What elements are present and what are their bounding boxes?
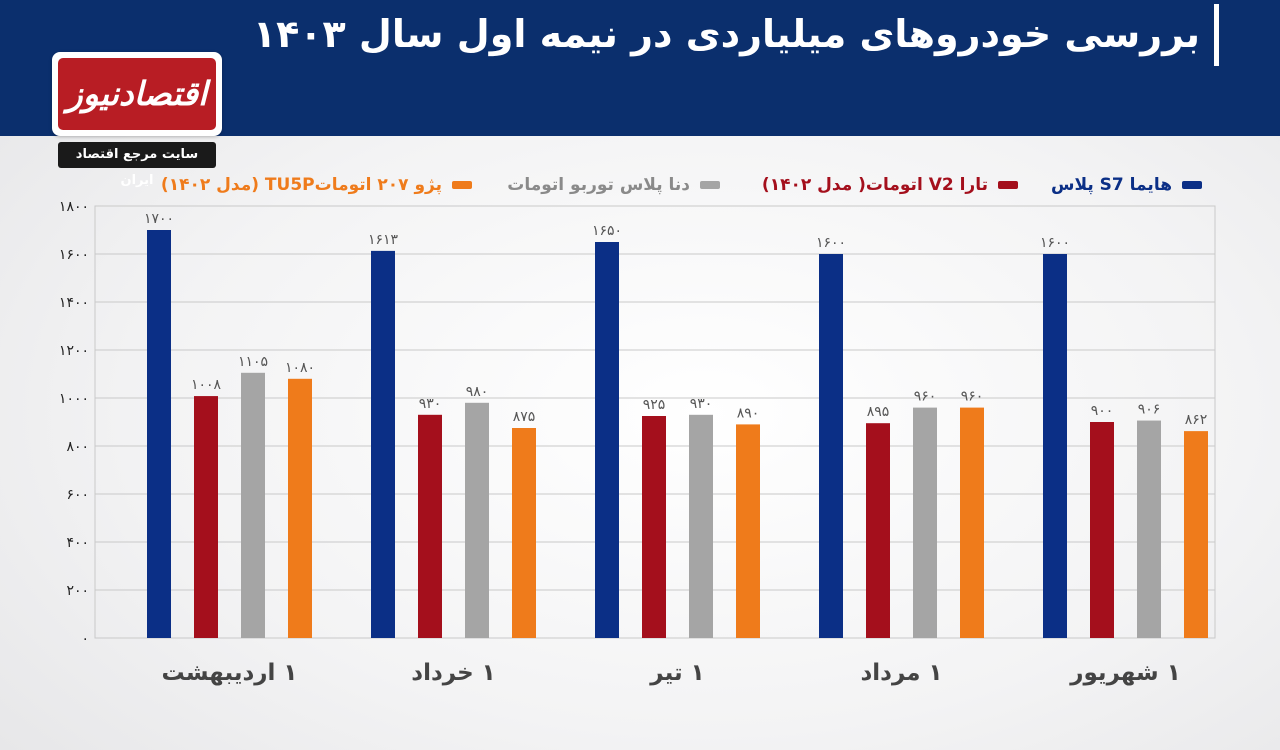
x-category-label: ۱ مرداد bbox=[860, 660, 942, 686]
legend-item-peugeot: پژو ۲۰۷ اتوماتTU5P (مدل ۱۴۰۲) bbox=[116, 168, 472, 202]
legend-swatch-peugeot bbox=[452, 181, 472, 189]
bar bbox=[1043, 254, 1067, 638]
bar-value-label: ۱۷۰۰ bbox=[144, 211, 174, 227]
bar bbox=[465, 402, 489, 638]
bar bbox=[689, 414, 713, 638]
y-tick-label: ۲۰۰ bbox=[66, 583, 89, 599]
page-title: بررسی خودروهای میلیاردی در نیمه اول سال … bbox=[252, 12, 1200, 56]
logo-caption: سایت مرجع اقتصاد ایران bbox=[58, 142, 216, 188]
bar-value-label: ۹۶۰ bbox=[914, 389, 937, 405]
legend-label-haima: هایما S7 پلاس bbox=[1050, 175, 1172, 195]
logo-wordmark: اقتصادنیوز bbox=[66, 74, 208, 113]
bar-value-label: ۱۰۰۸ bbox=[191, 377, 222, 393]
x-category-label: ۱ خرداد bbox=[411, 660, 495, 686]
bar-value-label: ۹۶۰ bbox=[961, 389, 984, 405]
bar-value-label: ۱۶۱۳ bbox=[368, 232, 399, 248]
bar-value-label: ۱۶۰۰ bbox=[1040, 235, 1070, 251]
x-category-label: ۱ شهریور bbox=[1069, 660, 1180, 686]
bar-value-label: ۹۰۰ bbox=[1091, 403, 1114, 419]
y-tick-label: ۶۰۰ bbox=[66, 487, 89, 503]
chart-legend: هایما S7 پلاس تارا V2 اتومات( مدل ۱۴۰۲) … bbox=[0, 168, 1280, 202]
bar-value-label: ۱۱۰۵ bbox=[238, 354, 268, 370]
bar bbox=[194, 396, 218, 638]
legend-swatch-dena bbox=[700, 181, 720, 189]
y-tick-label: ۱۲۰۰ bbox=[59, 343, 89, 359]
bar-value-label: ۸۹۰ bbox=[737, 405, 760, 421]
title-divider bbox=[1214, 4, 1219, 66]
bar bbox=[1090, 422, 1114, 638]
x-category-label: ۱ اردیبهشت bbox=[162, 660, 298, 686]
bar bbox=[913, 407, 937, 638]
x-category-label: ۱ تیر bbox=[649, 660, 704, 686]
bar-value-label: ۸۷۵ bbox=[513, 409, 536, 425]
y-tick-label: ۱۰۰۰ bbox=[59, 391, 89, 407]
bar-value-label: ۱۰۸۰ bbox=[285, 360, 315, 376]
brand-logo: اقتصادنیوز bbox=[52, 52, 222, 136]
bar-value-label: ۸۶۲ bbox=[1185, 412, 1208, 428]
y-tick-label: ۴۰۰ bbox=[66, 535, 89, 551]
bar bbox=[866, 423, 890, 638]
bar bbox=[418, 414, 442, 638]
bar bbox=[1137, 420, 1161, 638]
y-tick-label: ۱۴۰۰ bbox=[59, 295, 89, 311]
bar-value-label: ۹۲۵ bbox=[643, 397, 666, 413]
legend-label-dena: دنا پلاس توربو اتومات bbox=[507, 175, 690, 195]
bar bbox=[1184, 431, 1208, 638]
y-tick-label: ۰ bbox=[81, 631, 89, 647]
bar-value-label: ۱۶۵۰ bbox=[592, 223, 622, 239]
bar bbox=[642, 416, 666, 638]
bar bbox=[960, 407, 984, 638]
bar bbox=[736, 424, 760, 638]
bar-value-label: ۹۸۰ bbox=[466, 384, 489, 400]
bar-value-label: ۹۰۶ bbox=[1138, 402, 1161, 418]
legend-label-tara: تارا V2 اتومات( مدل ۱۴۰۲) bbox=[761, 175, 988, 195]
legend-swatch-haima bbox=[1182, 181, 1202, 189]
bar-value-label: ۹۳۰ bbox=[419, 396, 442, 412]
logo-badge: اقتصادنیوز bbox=[58, 58, 216, 130]
y-tick-label: ۸۰۰ bbox=[66, 439, 89, 455]
legend-swatch-tara bbox=[998, 181, 1018, 189]
bar bbox=[288, 378, 312, 638]
bar-value-label: ۱۶۰۰ bbox=[816, 235, 846, 251]
bar bbox=[241, 372, 265, 638]
legend-item-haima: هایما S7 پلاس bbox=[1036, 168, 1202, 202]
bar bbox=[595, 242, 619, 638]
y-tick-label: ۱۶۰۰ bbox=[59, 247, 89, 263]
bar-value-label: ۸۹۵ bbox=[867, 404, 890, 420]
bar bbox=[819, 254, 843, 638]
bar-value-label: ۹۳۰ bbox=[690, 396, 713, 412]
legend-label-peugeot: پژو ۲۰۷ اتوماتTU5P (مدل ۱۴۰۲) bbox=[160, 175, 442, 195]
bar bbox=[371, 250, 395, 638]
bar bbox=[512, 428, 536, 638]
bar bbox=[147, 230, 171, 638]
legend-item-dena: دنا پلاس توربو اتومات bbox=[484, 168, 720, 202]
y-tick-label: ۱۸۰۰ bbox=[59, 199, 89, 215]
legend-item-tara: تارا V2 اتومات( مدل ۱۴۰۲) bbox=[738, 168, 1018, 202]
